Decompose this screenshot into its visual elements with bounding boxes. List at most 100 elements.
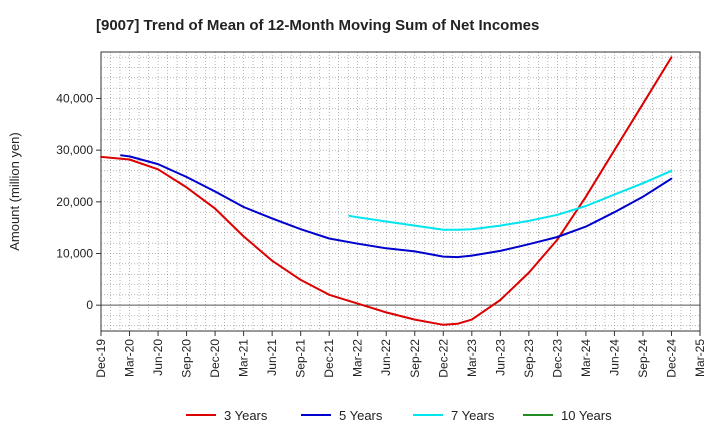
data-point-7-years (670, 169, 673, 172)
series-lines (100, 56, 673, 326)
data-point-3-years (499, 299, 502, 301)
data-point-3-years (456, 322, 459, 325)
data-point-3-years (299, 278, 302, 281)
data-point-5-years (442, 255, 445, 258)
legend-label: 7 Years (451, 408, 495, 423)
data-point-5-years (470, 254, 473, 257)
data-point-7-years (613, 193, 616, 196)
data-point-3-years (556, 238, 559, 241)
data-point-7-years (348, 214, 351, 217)
x-tick-label: Sep-20 (180, 339, 194, 378)
x-tick-label: Dec-22 (436, 339, 450, 378)
data-point-3-years (442, 323, 445, 326)
data-point-5-years (527, 243, 530, 246)
data-point-5-years (556, 236, 559, 238)
data-point-5-years (157, 163, 159, 166)
plot-frame (100, 51, 701, 332)
data-point-5-years (328, 237, 331, 240)
legend-label: 10 Years (561, 408, 612, 423)
series-line-7-years (349, 169, 672, 231)
data-point-7-years (585, 205, 587, 207)
y-tick-label: 10,000 (56, 247, 93, 261)
x-tick-label: Mar-25 (693, 339, 707, 377)
data-point-3-years (385, 311, 388, 314)
x-tick-label: Dec-20 (208, 339, 222, 378)
data-point-5-years (120, 154, 122, 157)
x-tick-label: Sep-21 (294, 339, 308, 378)
data-point-7-years (499, 224, 502, 227)
data-point-3-years (356, 302, 359, 305)
legend-label: 3 Years (224, 408, 268, 423)
data-point-5-years (499, 250, 502, 252)
data-point-3-years (271, 259, 274, 262)
data-point-3-years (185, 186, 188, 189)
x-tick-label: Mar-21 (237, 339, 251, 377)
series-line-3-years (100, 56, 673, 326)
data-point-3-years (670, 56, 673, 59)
data-point-3-years (470, 318, 473, 321)
y-tick-label: 20,000 (56, 195, 93, 209)
x-tick-label: Mar-24 (579, 339, 593, 377)
grid-lines (101, 52, 700, 331)
data-point-5-years (613, 211, 616, 214)
data-point-7-years (442, 228, 445, 231)
x-tick-label: Jun-22 (379, 339, 393, 376)
x-tick-label: Dec-23 (550, 339, 564, 378)
x-tick-label: Jun-21 (265, 339, 279, 376)
data-point-3-years (585, 195, 587, 198)
data-point-3-years (214, 207, 216, 210)
y-tick-label: 0 (86, 298, 93, 312)
data-point-3-years (328, 293, 331, 296)
x-tick-label: Jun-24 (607, 339, 621, 376)
chart-title: [9007] Trend of Mean of 12-Month Moving … (96, 17, 539, 34)
x-tick-label: Dec-19 (94, 339, 108, 378)
x-axis: Dec-19 Mar-20 Jun-20 Sep-20 Dec-20 Mar-21 Jun-… (94, 331, 707, 378)
y-tick-label: 30,000 (56, 143, 93, 157)
x-tick-label: Jun-23 (493, 339, 507, 376)
x-tick-label: Sep-22 (408, 339, 422, 378)
data-point-5-years (456, 256, 459, 259)
data-point-7-years (556, 213, 559, 216)
data-point-3-years (128, 158, 131, 161)
y-tick-label: 40,000 (56, 92, 93, 106)
y-axis: 0 10,000 20,000 30,000 40,000 (56, 92, 101, 312)
data-point-3-years (157, 168, 159, 171)
x-tick-label: Jun-20 (151, 339, 165, 376)
data-point-3-years (242, 235, 245, 238)
data-point-5-years (413, 250, 416, 253)
x-tick-label: Dec-21 (322, 339, 336, 378)
x-tick-label: Sep-23 (522, 339, 536, 378)
data-point-5-years (214, 190, 216, 193)
data-point-5-years (356, 242, 359, 245)
x-tick-label: Mar-20 (123, 339, 137, 377)
data-point-5-years (185, 176, 188, 178)
data-point-7-years (456, 228, 459, 231)
legend: 3 Years 5 Years 7 Years 10 Years (186, 408, 612, 423)
legend-label: 5 Years (339, 408, 383, 423)
data-point-7-years (413, 224, 416, 227)
data-point-5-years (585, 225, 587, 228)
data-point-3-years (642, 102, 644, 105)
x-tick-label: Mar-22 (351, 339, 365, 377)
x-tick-label: Sep-24 (636, 339, 650, 378)
data-point-5-years (670, 177, 673, 180)
x-tick-label: Mar-23 (465, 339, 479, 377)
y-axis-label: Amount (million yen) (7, 132, 22, 251)
data-point-5-years (642, 195, 644, 198)
data-point-7-years (642, 182, 644, 185)
data-point-5-years (271, 217, 274, 220)
data-point-5-years (128, 155, 131, 158)
data-point-5-years (385, 247, 388, 250)
data-point-3-years (100, 155, 102, 158)
data-point-7-years (470, 228, 473, 231)
data-point-7-years (385, 220, 388, 223)
data-point-3-years (527, 271, 530, 274)
data-point-7-years (356, 216, 359, 219)
series-line-5-years (120, 154, 673, 259)
data-point-5-years (242, 206, 245, 208)
data-point-7-years (527, 220, 530, 222)
data-point-5-years (299, 228, 302, 231)
x-tick-label: Dec-24 (664, 339, 678, 378)
data-point-3-years (613, 149, 616, 152)
